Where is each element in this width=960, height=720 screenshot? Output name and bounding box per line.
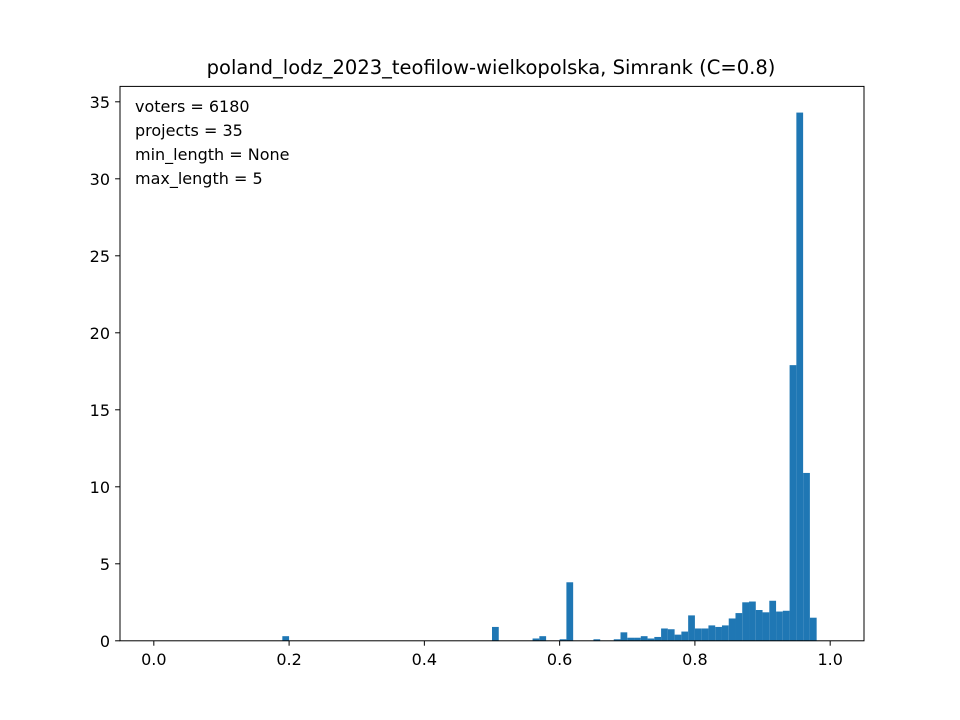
histogram-bar (654, 636, 662, 641)
x-tick-label: 0.0 (141, 650, 166, 669)
histogram-bar (735, 613, 743, 641)
histogram-bar (803, 472, 810, 641)
histogram-bar (809, 617, 817, 641)
histogram-bar (762, 612, 770, 641)
x-tick-label: 0.6 (547, 650, 572, 669)
annotation-min-length: min_length = None (135, 145, 290, 165)
plot-frame (119, 85, 865, 642)
histogram-bar (728, 618, 736, 641)
histogram-bar (532, 638, 540, 641)
histogram-bar (674, 634, 682, 641)
annotation-max-length: max_length = 5 (135, 169, 263, 189)
stats-annotation: voters = 6180 projects = 35 min_length =… (135, 97, 290, 189)
histogram-bar (694, 628, 702, 641)
histogram-bar (755, 610, 763, 641)
histogram-bar (789, 365, 797, 641)
y-tick-label: 35 (90, 93, 110, 112)
y-tick-label: 10 (90, 478, 110, 497)
histogram-bar (742, 602, 750, 641)
histogram-bar (688, 615, 695, 641)
histogram-bar (282, 636, 290, 641)
y-tick-label: 30 (90, 170, 110, 189)
histogram-bar (539, 636, 547, 641)
x-tick-label: 0.8 (682, 650, 707, 669)
histogram-bar (620, 632, 628, 641)
x-tick-label: 0.4 (412, 650, 437, 669)
histogram-bar (640, 636, 648, 641)
histogram-bar (776, 611, 783, 641)
histogram-bar (566, 582, 574, 641)
histogram-bar (647, 638, 655, 641)
histogram-bar (715, 626, 722, 641)
histogram-bar (613, 639, 621, 641)
histogram-bar (701, 628, 709, 641)
histogram-bar (796, 112, 804, 641)
y-axis-ticks: 0 5 10 15 20 25 30 35 (90, 93, 120, 651)
x-tick-label: 0.2 (276, 650, 301, 669)
annotation-voters: voters = 6180 (135, 97, 250, 116)
histogram-bar (667, 629, 675, 641)
histogram-bar (593, 639, 601, 641)
chart-title: poland_lodz_2023_teofilow-wielkopolska, … (207, 56, 776, 79)
histogram-bar (769, 600, 777, 641)
x-tick-label: 1.0 (817, 650, 842, 669)
histogram-bar (661, 628, 668, 641)
y-tick-label: 15 (90, 401, 110, 420)
histogram-bar (721, 625, 729, 641)
histogram-bar (681, 631, 689, 641)
histogram-bar (708, 625, 716, 641)
histogram-bar (634, 637, 641, 641)
bars-group (282, 112, 817, 641)
y-tick-label: 25 (90, 247, 110, 266)
y-tick-label: 0 (100, 632, 110, 651)
histogram-bar (492, 626, 499, 641)
annotation-projects: projects = 35 (135, 121, 243, 140)
histogram-bar (627, 637, 635, 641)
x-axis-ticks: 0.0 0.2 0.4 0.6 0.8 1.0 (141, 640, 843, 669)
histogram-bar (749, 601, 756, 641)
histogram-bar (782, 610, 790, 641)
y-tick-label: 20 (90, 324, 110, 343)
y-tick-label: 5 (100, 555, 110, 574)
histogram-bar (559, 639, 567, 641)
